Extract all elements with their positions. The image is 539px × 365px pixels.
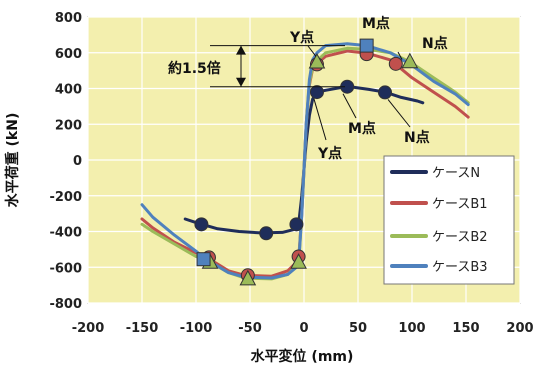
data-point-2 [239,269,257,286]
y-tick-label: -200 [49,190,82,205]
x-tick-label: 100 [398,321,425,336]
x-tick-label: -50 [238,321,262,336]
x-tick-label: 200 [506,321,533,336]
annotation-leader [342,93,357,119]
annotation-y-point-lower: Y点 [317,145,342,162]
data-point-0 [259,226,274,241]
x-tick-label: -200 [72,321,105,336]
annotation-ratio: 約1.5倍 [168,60,221,77]
legend-label-case-b1: ケースB1 [432,197,488,212]
data-point-1 [388,56,403,71]
y-tick-label: 0 [73,154,82,169]
data-point-0 [194,217,209,232]
legend-box [383,155,515,285]
annotation-leader [387,99,411,128]
y-tick-label: 400 [55,83,82,98]
arrowhead-up [236,45,246,55]
y-tick-label: 200 [55,118,82,133]
x-tick-label: -150 [126,321,159,336]
annotation-leader [397,51,403,60]
y-axis-title: 水平荷重 (kN) [4,113,21,208]
annotation-leader [313,98,327,141]
arrowhead-down [236,77,246,87]
y-tick-label: 800 [55,11,82,26]
x-axis-title: 水平変位 (mm) [251,348,354,365]
annotation-y-point-upper: Y点 [289,29,314,46]
y-tick-label: -800 [49,297,82,312]
series-markers [194,38,419,286]
y-tick-labels: 800 600 400 200 0 -200 -400 -600 -800 [49,11,82,312]
legend: ケースN ケースB1 ケースB2 ケースB3 [383,155,515,285]
data-point-0 [378,85,392,100]
x-tick-label: -100 [180,321,213,336]
data-point-2 [308,52,326,69]
legend-label-case-b2: ケースB2 [432,230,488,245]
annotation-m-point-upper: M点 [362,15,390,32]
data-point-0 [289,217,304,232]
x-tick-label: 50 [349,321,367,336]
x-tick-labels: -200 -150 -100 -50 0 50 100 150 200 [72,321,534,336]
data-point-2 [290,253,307,269]
annotation-n-point-upper: N点 [422,35,448,52]
data-point-3 [359,38,374,53]
y-tick-label: -600 [49,261,82,276]
annotation-n-point-lower: N点 [404,129,430,146]
legend-label-case-b3: ケースB3 [432,260,488,275]
annotation-leader [307,45,317,57]
y-tick-label: -400 [49,226,82,241]
data-point-2 [401,52,419,69]
data-point-0 [309,85,324,100]
annotation-lines [210,45,411,141]
x-tick-label: 150 [452,321,479,336]
annotation-m-point-lower: M点 [348,120,376,137]
x-tick-label: 0 [299,321,308,336]
legend-label-case-n: ケースN [432,166,480,181]
y-tick-label: 600 [55,47,82,62]
data-point-3 [196,252,211,267]
